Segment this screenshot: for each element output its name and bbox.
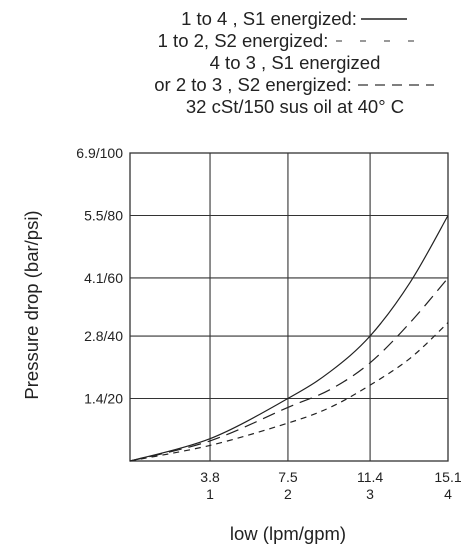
- legend-note: 32 cSt/150 sus oil at 40° C: [185, 96, 405, 117]
- series-group: [129, 215, 449, 462]
- series-line-long-dash: [129, 277, 449, 462]
- y-tick-label: 6.9/100: [76, 145, 123, 161]
- y-tick-label: 1.4/20: [84, 391, 123, 407]
- legend-label: 4 to 3 , S1 energized: [209, 52, 381, 73]
- y-tick-label: 5.5/80: [84, 207, 123, 223]
- legend-swatch-solid: [360, 18, 407, 20]
- legend-label: 1 to 2, S2 energized:: [157, 30, 329, 51]
- x-tick-label-gpm: 2: [284, 486, 292, 502]
- legend-swatch-dash: [357, 84, 434, 86]
- y-tick-label: 4.1/60: [84, 270, 123, 286]
- legend-entry-2: 1 to 2, S2 energized:: [140, 30, 450, 52]
- tick-labels: 3.81 7.52 11.43 15.14 1.4/20 2.8/40 4.1/60 5.5/…: [76, 145, 462, 502]
- x-tick-label: 11.4: [357, 469, 383, 485]
- series-line-solid: [129, 215, 449, 462]
- x-tick-label-gpm: 3: [366, 486, 374, 502]
- legend-entry-3: 4 to 3 , S1 energized: [140, 52, 450, 74]
- x-tick-label: 15.1: [434, 469, 461, 485]
- series-line-short-dash: [129, 322, 449, 462]
- x-tick-label: 3.8: [200, 469, 220, 485]
- legend-entry-4: or 2 to 3 , S2 energized:: [140, 74, 450, 96]
- x-tick-label: 7.5: [278, 469, 298, 485]
- legend-entry-5: 32 cSt/150 sus oil at 40° C: [140, 96, 450, 118]
- y-axis-title: Pressure drop (bar/psi): [21, 210, 42, 399]
- legend-label: 1 to 4 , S1 energized:: [181, 8, 357, 29]
- plot-frame: [129, 152, 449, 462]
- x-axis-title: low (lpm/gpm): [230, 523, 346, 544]
- legend: 1 to 4 , S1 energized: 1 to 2, S2 energi…: [140, 8, 450, 118]
- legend-entry-1: 1 to 4 , S1 energized:: [140, 8, 450, 30]
- legend-label: or 2 to 3 , S2 energized:: [154, 74, 352, 95]
- y-tick-label: 2.8/40: [84, 328, 123, 344]
- grid: [129, 152, 449, 462]
- x-tick-label-gpm: 1: [206, 486, 214, 502]
- x-tick-label-gpm: 4: [444, 486, 452, 502]
